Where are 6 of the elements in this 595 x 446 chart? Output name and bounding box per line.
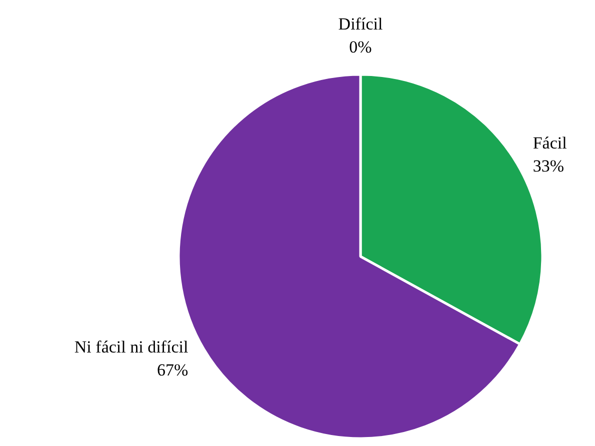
category-label: Difícil	[338, 14, 383, 34]
data-label: 67%	[157, 360, 188, 380]
data-label: 33%	[532, 156, 564, 176]
slice-label: Fácil	[532, 134, 568, 153]
slice-label: Ni fácil ni difícil	[74, 338, 188, 357]
text: 0%	[349, 37, 372, 56]
